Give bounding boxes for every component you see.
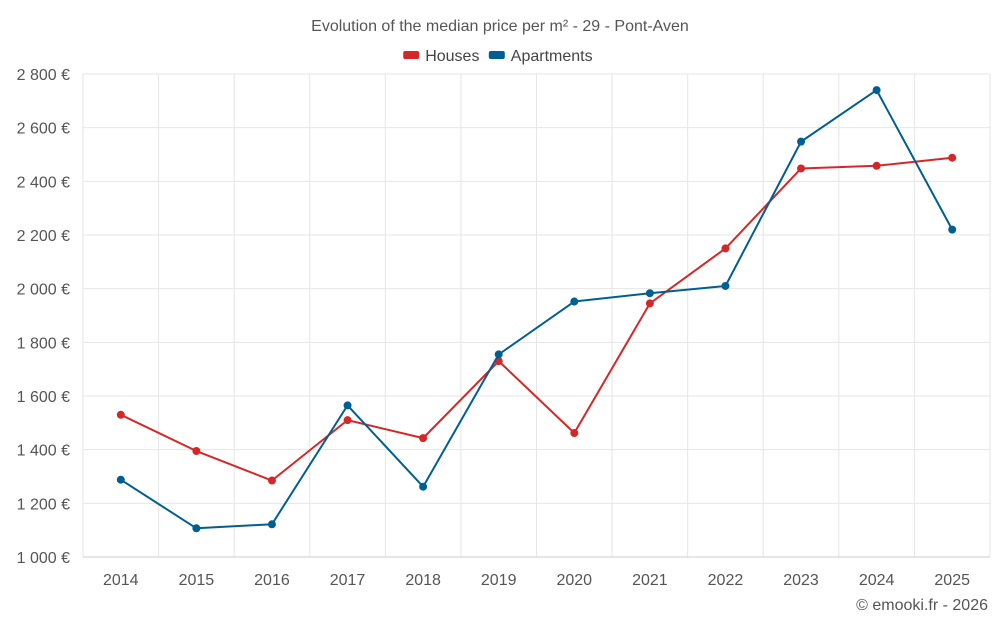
y-tick-label: 1 800 € [17,335,70,352]
data-point-houses[interactable] [721,244,730,253]
data-point-houses[interactable] [872,161,881,170]
series-apartments [116,86,957,533]
y-tick-label: 2 200 € [17,228,70,245]
x-tick-label: 2020 [556,572,592,589]
y-axis-ticks: 1 000 € 1 200 € 1 400 € 1 600 € 1 800 € 2 000… [17,67,70,567]
data-point-apartments[interactable] [645,289,654,298]
legend-swatch-apartments [488,51,505,59]
x-axis-ticks: 2014 2015 2016 2017 2018 2019 2020 2021 2022 2023… [103,572,970,589]
legend: Houses Apartments [403,48,593,65]
y-tick-label: 2 400 € [17,174,70,191]
x-tick-label: 2015 [179,572,215,589]
data-point-houses[interactable] [570,429,579,438]
legend-label-apartments: Apartments [511,48,593,65]
data-point-houses[interactable] [343,416,352,425]
y-tick-label: 1 000 € [17,550,70,567]
credit-text: © emooki.fr - 2026 [856,597,988,614]
x-tick-label: 2022 [708,572,744,589]
data-point-apartments[interactable] [267,520,276,529]
data-point-apartments[interactable] [797,137,806,146]
data-point-houses[interactable] [192,447,201,456]
legend-item-houses[interactable]: Houses [403,48,479,65]
data-point-apartments[interactable] [494,350,503,359]
data-point-apartments[interactable] [116,475,125,484]
data-point-apartments[interactable] [570,297,579,306]
x-tick-label: 2017 [330,572,366,589]
data-point-apartments[interactable] [419,482,428,491]
data-point-houses[interactable] [645,299,654,308]
y-tick-label: 1 600 € [17,389,70,406]
data-point-apartments[interactable] [872,86,881,95]
data-point-houses[interactable] [267,476,276,485]
y-tick-label: 2 800 € [17,67,70,84]
y-tick-label: 1 400 € [17,443,70,460]
x-tick-label: 2018 [405,572,441,589]
y-tick-label: 2 000 € [17,282,70,299]
legend-label-houses: Houses [425,48,479,65]
x-tick-label: 2024 [859,572,895,589]
x-tick-label: 2023 [783,572,819,589]
x-tick-label: 2025 [934,572,970,589]
series-line-apartments [120,89,954,530]
data-point-houses[interactable] [116,410,125,419]
data-point-apartments[interactable] [721,281,730,290]
y-tick-label: 2 600 € [17,121,70,138]
series-houses [116,153,957,485]
y-tick-label: 1 200 € [17,496,70,513]
chart-title: Evolution of the median price per m² - 2… [311,18,689,35]
data-point-houses[interactable] [797,164,806,173]
data-point-houses[interactable] [419,434,428,443]
data-point-apartments[interactable] [343,401,352,410]
legend-item-apartments[interactable]: Apartments [488,48,593,65]
x-tick-label: 2016 [254,572,290,589]
x-tick-label: 2021 [632,572,668,589]
x-tick-label: 2019 [481,572,517,589]
x-gridlines [82,74,991,557]
series-line-houses [120,156,953,482]
series-layer [116,86,957,533]
data-point-apartments[interactable] [948,225,957,234]
data-point-apartments[interactable] [192,524,201,533]
data-point-houses[interactable] [948,153,957,162]
legend-swatch-houses [403,51,420,59]
x-tick-label: 2014 [103,572,139,589]
